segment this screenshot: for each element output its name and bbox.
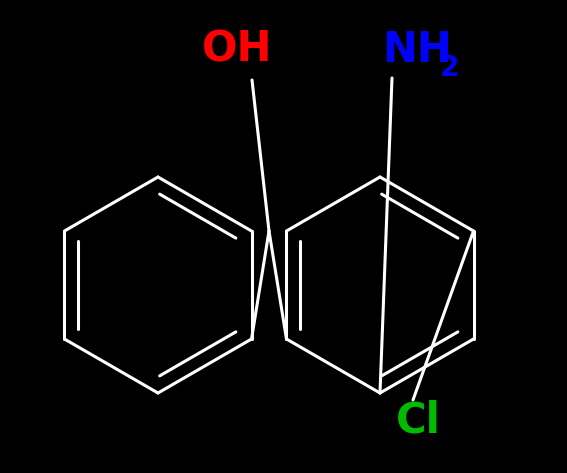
Text: NH: NH bbox=[382, 29, 452, 71]
Text: Cl: Cl bbox=[396, 399, 441, 441]
Text: 2: 2 bbox=[440, 54, 459, 82]
Text: OH: OH bbox=[202, 29, 272, 71]
